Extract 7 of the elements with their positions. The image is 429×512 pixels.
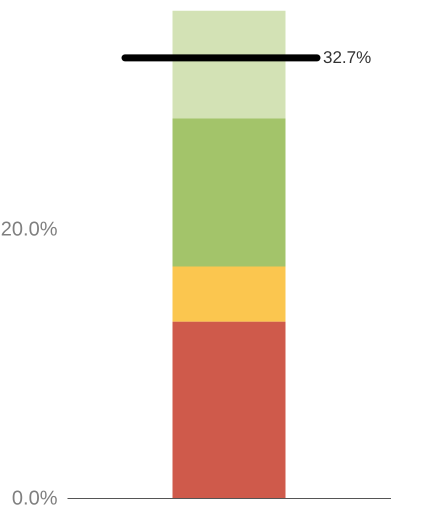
bar <box>172 322 286 498</box>
bar <box>172 10 286 118</box>
bar <box>172 266 286 322</box>
y-tick-label: 0.0% <box>12 488 58 510</box>
ref-line-label: 32.7% <box>323 48 372 67</box>
bar <box>172 118 286 266</box>
y-tick-label: 20.0% <box>0 218 58 240</box>
